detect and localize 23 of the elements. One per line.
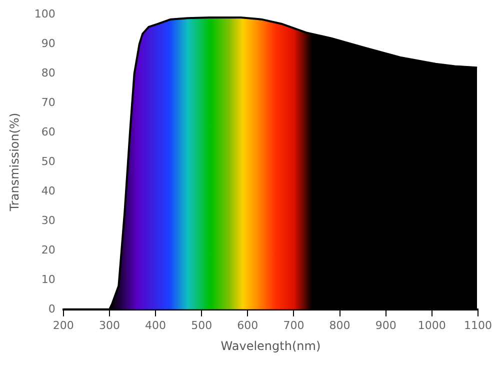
x-tick-label: 600 (237, 318, 258, 332)
x-tick-label: 400 (145, 318, 166, 332)
y-tick-label: 20 (41, 243, 56, 256)
y-tick-label: 90 (41, 36, 56, 50)
y-tick-label: 0 (48, 302, 56, 316)
x-tick-label: 500 (191, 318, 212, 332)
x-tick-label: 800 (329, 318, 350, 332)
y-tick-label: 40 (41, 184, 56, 198)
x-tick-label: 700 (283, 318, 304, 332)
y-tick-label: 50 (41, 154, 56, 168)
x-tick-label: 1000 (418, 318, 446, 332)
x-axis-title: Wavelength(nm) (220, 338, 321, 353)
x-tick-label: 900 (375, 318, 396, 332)
y-tick-label: 80 (41, 66, 56, 80)
y-tick-label: 100 (34, 7, 56, 20)
y-tick-label: 60 (41, 125, 56, 138)
x-tick-label: 1100 (464, 318, 492, 332)
y-tick-label: 30 (41, 214, 56, 227)
y-tick-label: 10 (41, 272, 56, 286)
x-tick-label: 300 (98, 318, 120, 332)
y-tick-label: 70 (41, 96, 56, 109)
x-tick-label: 200 (52, 318, 74, 332)
y-axis-title: Transmission(%) (7, 112, 22, 212)
